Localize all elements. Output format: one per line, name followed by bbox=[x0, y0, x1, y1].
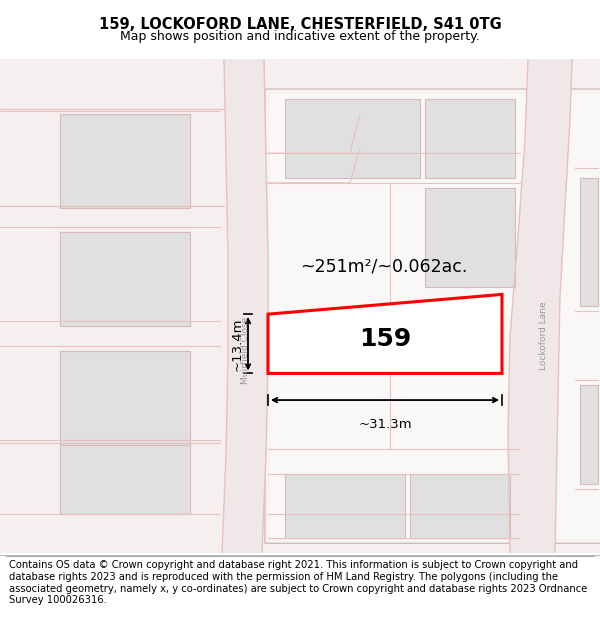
Text: Contains OS data © Crown copyright and database right 2021. This information is : Contains OS data © Crown copyright and d… bbox=[9, 560, 587, 605]
Bar bbox=[60, 114, 190, 208]
Bar bbox=[285, 474, 405, 538]
Bar bbox=[580, 178, 598, 306]
Text: Muirfield Close: Muirfield Close bbox=[241, 317, 250, 384]
Polygon shape bbox=[268, 294, 502, 373]
Bar bbox=[285, 99, 420, 178]
Polygon shape bbox=[265, 89, 600, 543]
Bar bbox=[580, 385, 598, 484]
Bar bbox=[425, 99, 515, 178]
Text: ~251m²/~0.062ac.: ~251m²/~0.062ac. bbox=[300, 258, 467, 276]
Text: Lockoford Lane: Lockoford Lane bbox=[539, 301, 548, 370]
Bar bbox=[60, 232, 190, 326]
Bar bbox=[410, 474, 510, 538]
Bar bbox=[60, 444, 190, 514]
Text: ~31.3m: ~31.3m bbox=[358, 418, 412, 431]
Polygon shape bbox=[270, 94, 600, 538]
Text: 159: 159 bbox=[359, 327, 411, 351]
Text: ~13.4m: ~13.4m bbox=[231, 317, 244, 371]
Polygon shape bbox=[222, 59, 268, 553]
Bar bbox=[60, 351, 190, 444]
Text: 159, LOCKOFORD LANE, CHESTERFIELD, S41 0TG: 159, LOCKOFORD LANE, CHESTERFIELD, S41 0… bbox=[98, 17, 502, 32]
Bar bbox=[425, 188, 515, 286]
Text: Map shows position and indicative extent of the property.: Map shows position and indicative extent… bbox=[120, 30, 480, 42]
Polygon shape bbox=[508, 59, 572, 553]
